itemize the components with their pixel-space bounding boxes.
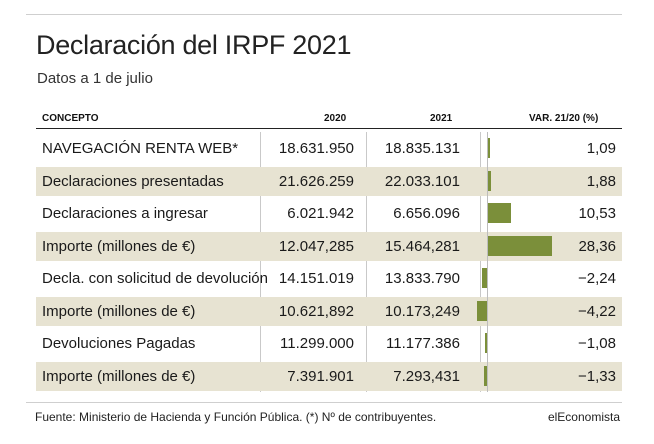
value-2021: 15.464,281 xyxy=(384,237,460,255)
subtitle: Datos a 1 de julio xyxy=(37,70,153,87)
value-var: 1,88 xyxy=(586,172,616,190)
value-var: 1,09 xyxy=(586,140,616,157)
header-concept: CONCEPTO xyxy=(42,113,99,124)
column-separator xyxy=(260,132,261,392)
value-2020: 14.151.019 xyxy=(278,270,354,287)
value-var: −4,22 xyxy=(578,302,616,320)
value-2021: 7.293,431 xyxy=(393,367,460,385)
variation-bar xyxy=(481,268,487,288)
column-separator xyxy=(480,132,481,392)
header-rule xyxy=(36,128,622,129)
value-var: −2,24 xyxy=(578,270,616,287)
table-row: Declaraciones presentadas 21.626.259 22.03… xyxy=(36,166,622,196)
source-note: Fuente: Ministerio de Hacienda y Función… xyxy=(35,410,437,424)
row-label: Decla. con solicitud de devolución xyxy=(42,270,268,287)
value-2020: 11.299.000 xyxy=(280,335,354,352)
row-label: Importe (millones de €) xyxy=(42,367,196,385)
row-label: Importe (millones de €) xyxy=(42,302,196,320)
table-row: Devoluciones Pagadas 11.299.000 11.177.386… xyxy=(36,329,622,358)
value-2021: 6.656.096 xyxy=(393,205,460,222)
value-2020: 10.621,892 xyxy=(278,302,354,320)
value-2020: 7.391.901 xyxy=(287,367,354,385)
table-row: NAVEGACIÓN RENTA WEB* 18.631.950 18.835.13… xyxy=(36,134,622,163)
variation-bar xyxy=(487,235,553,256)
row-label: Declaraciones presentadas xyxy=(42,172,224,190)
value-2021: 10.173,249 xyxy=(384,302,460,320)
variation-bar xyxy=(487,203,512,223)
table-row: Importe (millones de €) 7.391.901 7.293,43… xyxy=(36,361,622,391)
footer-rule xyxy=(26,402,622,403)
table-row: Declaraciones a ingresar 6.021.942 6.656.0… xyxy=(36,199,622,228)
value-2020: 12.047,285 xyxy=(278,237,354,255)
row-label: Declaraciones a ingresar xyxy=(42,205,208,222)
bar-zero-axis xyxy=(487,132,488,392)
variation-bar xyxy=(477,300,487,321)
page-title: Declaración del IRPF 2021 xyxy=(36,30,352,60)
value-2020: 6.021.942 xyxy=(287,205,354,222)
row-label: Importe (millones de €) xyxy=(42,237,196,255)
variation-bar xyxy=(483,365,487,386)
value-var: 10,53 xyxy=(578,205,616,222)
value-var: 28,36 xyxy=(578,237,616,255)
chart-frame xyxy=(26,14,622,405)
value-var: −1,33 xyxy=(578,367,616,385)
variation-bar xyxy=(484,333,487,353)
table-row: Decla. con solicitud de devolución 14.151… xyxy=(36,264,622,293)
column-separator xyxy=(366,132,367,392)
value-var: −1,08 xyxy=(578,335,616,352)
table-row: Importe (millones de €) 10.621,892 10.173,… xyxy=(36,296,622,326)
header-2020: 2020 xyxy=(324,113,347,124)
value-2021: 11.177.386 xyxy=(386,335,460,352)
value-2020: 18.631.950 xyxy=(278,140,354,157)
row-label: NAVEGACIÓN RENTA WEB* xyxy=(42,140,239,157)
header-2021: 2021 xyxy=(430,113,453,124)
variation-bar xyxy=(487,170,492,191)
header-var: VAR. 21/20 (%) xyxy=(529,113,599,124)
value-2021: 22.033.101 xyxy=(384,172,460,190)
value-2020: 21.626.259 xyxy=(278,172,354,190)
row-label: Devoluciones Pagadas xyxy=(42,335,196,352)
value-2021: 13.833.790 xyxy=(384,270,460,287)
brand-label: elEconomista xyxy=(547,410,620,424)
variation-bar xyxy=(487,138,490,158)
value-2021: 18.835.131 xyxy=(384,140,460,157)
